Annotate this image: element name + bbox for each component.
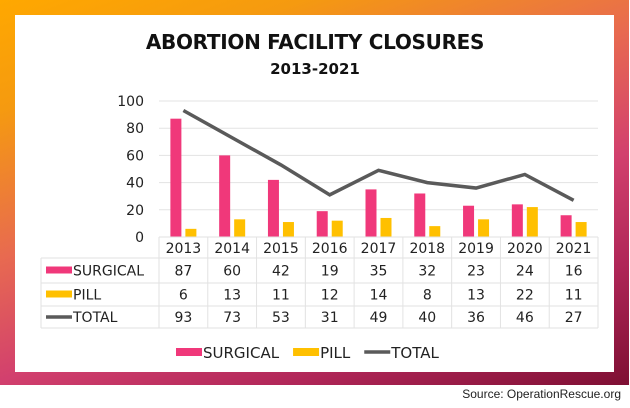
table-cell-value: 14 [370,288,388,304]
x-category-label: 2014 [214,241,250,257]
chart-title: ABORTION FACILITY CLOSURES [145,30,485,54]
bar-surgical [560,215,572,237]
table-row-label: TOTAL [72,310,118,326]
table-cell-value: 73 [223,310,241,326]
table-row-label: PILL [73,288,101,304]
table-cell-value: 87 [174,264,192,280]
bar-surgical [463,205,475,237]
legend-key-surgical [176,348,202,356]
bar-surgical [365,189,377,237]
table-cell-value: 46 [516,310,534,326]
y-tick-label: 20 [126,203,144,219]
table-cell-value: 40 [418,310,436,326]
x-category-label: 2013 [166,241,202,257]
y-tick-label: 40 [126,176,144,192]
table-key-surgical [46,266,72,274]
table-cell-value: 36 [467,310,485,326]
bar-pill [478,219,490,237]
table-cell-value: 60 [223,264,241,280]
table-cell-value: 24 [516,264,534,280]
legend-label: TOTAL [390,344,439,362]
table-cell-value: 13 [223,288,241,304]
y-tick-label: 100 [117,94,144,110]
table-cell-value: 12 [321,288,339,304]
x-category-label: 2018 [409,241,445,257]
table-row-label: SURGICAL [73,264,144,280]
bar-surgical [511,204,523,237]
line-total [182,108,575,202]
bar-pill [429,226,441,237]
x-category-label: 2017 [361,241,397,257]
table-cell-value: 42 [272,264,290,280]
table-cell-value: 27 [565,310,583,326]
table-cell-value: 49 [370,310,388,326]
y-tick-label: 0 [135,230,144,246]
bar-pill [185,228,197,237]
bar-surgical [267,179,279,237]
bar-surgical [414,193,426,237]
y-tick-label: 80 [126,121,144,137]
x-category-label: 2015 [263,241,299,257]
table-cell-value: 31 [321,310,339,326]
legend-label: SURGICAL [203,344,280,362]
bar-pill [380,217,392,237]
table-cell-value: 53 [272,310,290,326]
table-cell-value: 93 [174,310,192,326]
x-category-label: 2016 [312,241,348,257]
table-cell-value: 16 [565,264,583,280]
bar-surgical [316,211,328,237]
y-tick-label: 60 [126,148,144,164]
chart-panel [15,15,614,372]
table-cell-value: 11 [565,288,583,304]
table-cell-value: 8 [423,288,432,304]
table-cell-value: 32 [418,264,436,280]
bar-pill [526,207,538,237]
bar-surgical [219,155,231,237]
table-cell-value: 11 [272,288,290,304]
bar-surgical [170,118,182,237]
table-cell-value: 19 [321,264,339,280]
legend-key-pill [293,348,320,356]
table-cell-value: 22 [516,288,534,304]
x-category-label: 2021 [556,241,592,257]
table-cell-value: 13 [467,288,485,304]
table-key-pill [46,290,72,298]
source-credit: Source: OperationRescue.org [462,387,621,401]
bar-pill [331,220,343,237]
bar-pill [234,219,246,237]
table-cell-value: 23 [467,264,485,280]
legend-label: PILL [320,344,351,362]
table-cell-value: 35 [370,264,388,280]
bar-pill [575,222,587,237]
x-category-label: 2020 [507,241,543,257]
bar-pill [282,222,294,237]
chart-subtitle: 2013-2021 [270,60,360,78]
table-cell-value: 6 [179,288,188,304]
x-category-label: 2019 [458,241,494,257]
